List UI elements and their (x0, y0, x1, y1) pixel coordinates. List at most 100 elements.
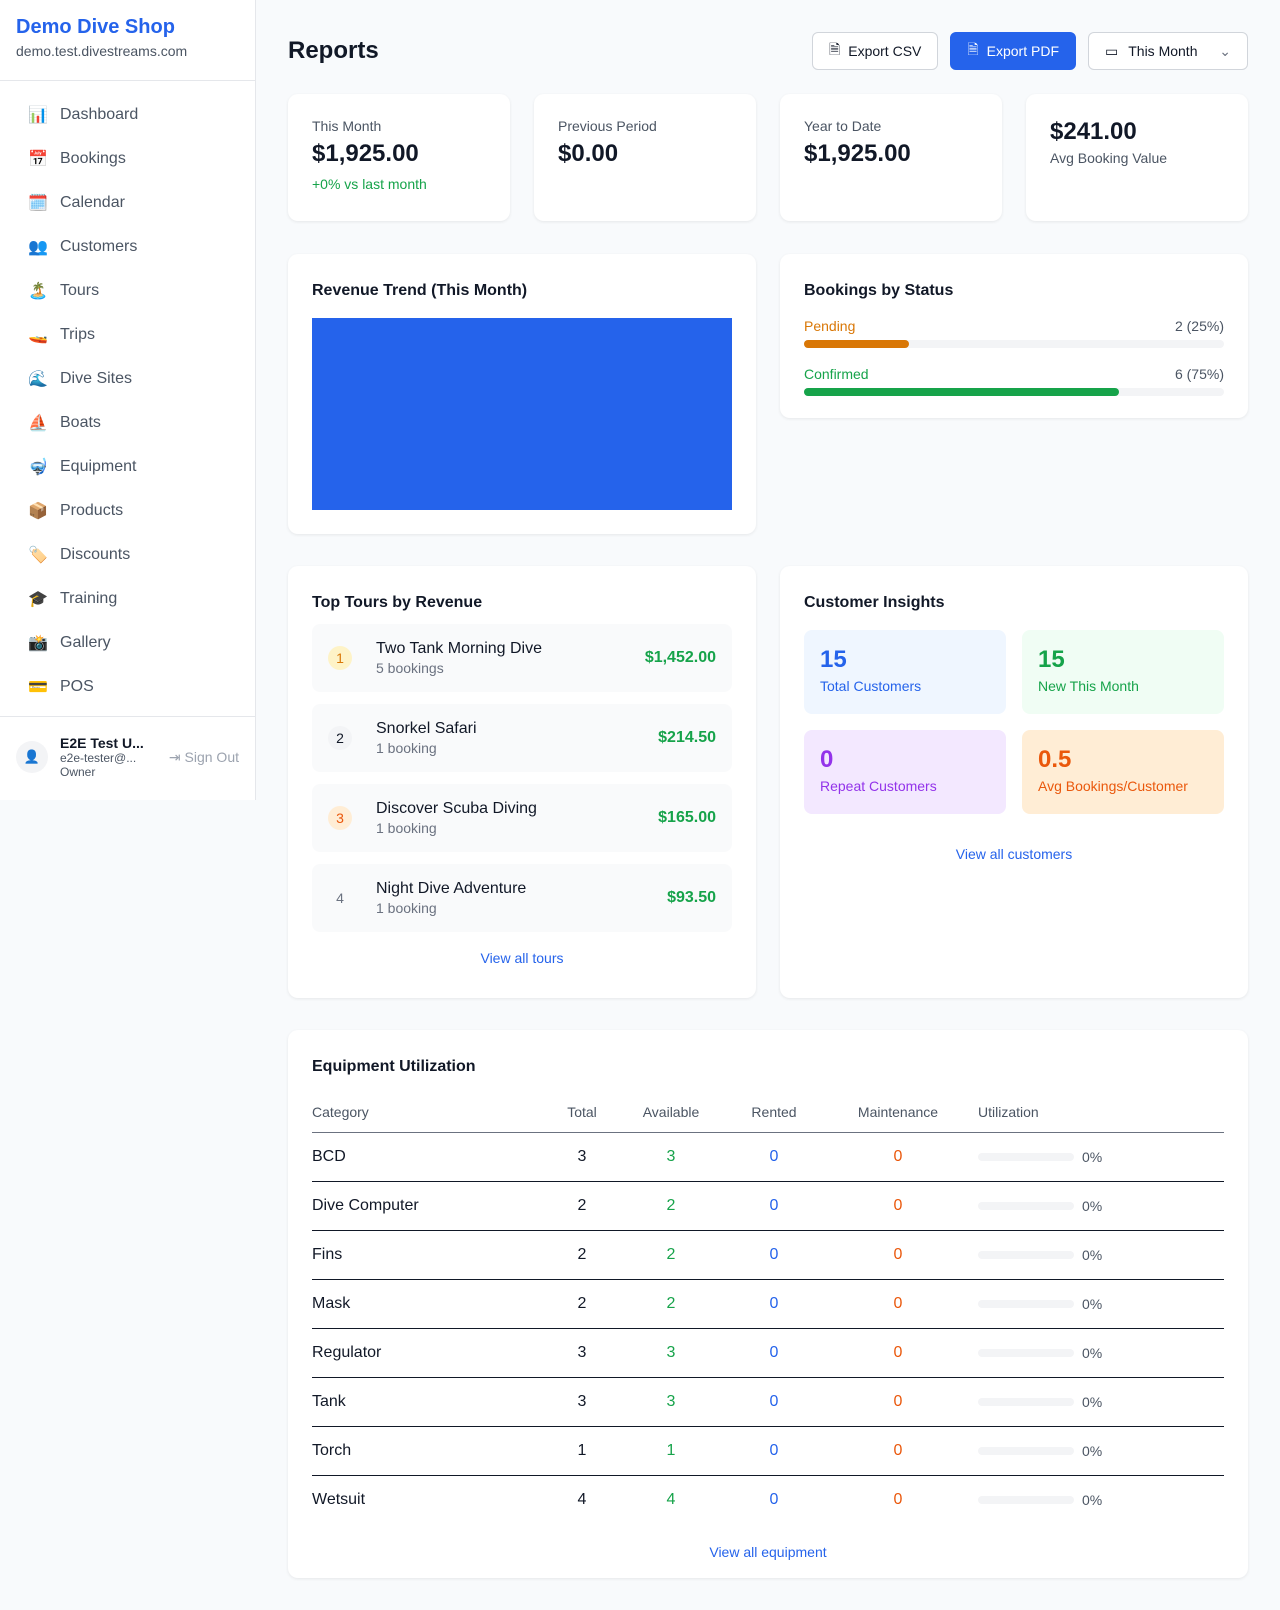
cell-rented: 0 (730, 1132, 818, 1182)
export-pdf-label: Export PDF (986, 43, 1059, 59)
cell-available: 4 (666, 1490, 676, 1508)
cell-total: 2 (552, 1230, 612, 1280)
cell-utilization: 0% (978, 1181, 1224, 1231)
stat-value: $0.00 (558, 140, 619, 167)
sidebar-item-training[interactable]: 🎓 Training (0, 577, 255, 621)
utilization-percent: 0% (1082, 1344, 1103, 1361)
cell-rented: 0 (730, 1426, 818, 1476)
table-row: Dive Computer 2 2 0 0 0% (312, 1181, 1224, 1231)
cell-total: 1 (552, 1426, 612, 1476)
sign-out-button[interactable]: ⇥ Sign Out (169, 749, 239, 766)
cell-category: BCD (312, 1132, 552, 1182)
view-all-customers-link[interactable]: View all customers (955, 846, 1073, 862)
insight-value: 0 (820, 746, 834, 773)
stat-value: $1,925.00 (804, 140, 911, 167)
view-all-equipment-link[interactable]: View all equipment (709, 1544, 827, 1560)
status-progress-fill (804, 388, 1119, 396)
sidebar-item-label: Customers (60, 238, 138, 255)
card-title: Revenue Trend (This Month) (312, 282, 528, 299)
tour-bookings: 1 booking (376, 900, 437, 916)
utilization-bar (978, 1446, 1074, 1455)
cell-utilization: 0% (978, 1230, 1224, 1280)
tour-row[interactable]: 3 Discover Scuba Diving 1 booking $165.00 (312, 784, 732, 852)
calendar-icon: 🗓️ (28, 195, 48, 212)
training-icon: 🎓 (28, 591, 48, 608)
customer-insights-card: Customer Insights 15 Total Customers 15 New… (780, 566, 1248, 998)
export-pdf-button[interactable]: 🗎 Export PDF (950, 32, 1076, 70)
insight-label: Repeat Customers (820, 778, 937, 794)
period-label: This Month (1128, 43, 1198, 59)
sidebar-item-label: Dashboard (60, 106, 139, 123)
card-title: Customer Insights (804, 594, 945, 611)
sidebar-item-label: Tours (60, 282, 100, 299)
rank-badge: 2 (328, 726, 352, 750)
cell-maintenance: 0 (818, 1181, 978, 1231)
cell-total: 3 (552, 1132, 612, 1182)
column-header: Utilization (978, 1092, 1224, 1133)
sidebar-item-equipment[interactable]: 🤿 Equipment (0, 445, 255, 489)
insight-label: New This Month (1038, 678, 1139, 694)
sidebar-item-tours[interactable]: 🏝️ Tours (0, 269, 255, 313)
cell-category: Torch (312, 1426, 552, 1476)
cell-total: 3 (552, 1328, 612, 1378)
customers-icon: 👥 (28, 239, 48, 256)
card-title: Top Tours by Revenue (312, 594, 483, 611)
sidebar-item-trips[interactable]: 🚤 Trips (0, 313, 255, 357)
period-select[interactable]: ▭ This Month ⌄ (1088, 32, 1248, 70)
insight-label: Total Customers (820, 678, 922, 694)
stat-delta: +0% vs last month (312, 176, 427, 192)
cell-rented: 0 (730, 1377, 818, 1427)
tour-row[interactable]: 1 Two Tank Morning Dive 5 bookings $1,452.0… (312, 624, 732, 692)
cell-maintenance: 0 (818, 1279, 978, 1329)
revenue-trend-card: Revenue Trend (This Month) (288, 254, 756, 534)
cell-category: Wetsuit (312, 1490, 366, 1508)
sidebar-item-dashboard[interactable]: 📊 Dashboard (0, 93, 255, 137)
dive-sites-icon: 🌊 (28, 371, 48, 388)
rank-badge: 4 (336, 890, 344, 906)
status-label: Confirmed (804, 366, 869, 382)
view-all-tours-link[interactable]: View all tours (480, 950, 564, 966)
equipment-utilization-card: Equipment Utilization Category Total Avail… (288, 1030, 1248, 1578)
cell-total: 3 (552, 1377, 612, 1427)
cell-utilization: 0% (978, 1426, 1224, 1476)
cell-maintenance: 0 (818, 1132, 978, 1182)
cell-rented: 0 (730, 1230, 818, 1280)
sidebar-item-dive-sites[interactable]: 🌊 Dive Sites (0, 357, 255, 401)
stat-label: Previous Period (558, 118, 657, 134)
cell-utilization: 0% (978, 1328, 1224, 1378)
cell-available: 3 (612, 1132, 730, 1182)
sidebar-item-pos[interactable]: 💳 POS (0, 665, 255, 709)
tour-revenue: $1,452.00 (644, 649, 716, 666)
cell-utilization: 0% (978, 1475, 1224, 1524)
sidebar-item-boats[interactable]: ⛵ Boats (0, 401, 255, 445)
utilization-percent: 0% (1082, 1197, 1103, 1214)
sign-out-icon: ⇥ (168, 748, 185, 765)
tour-row[interactable]: 4 Night Dive Adventure 1 booking $93.50 (312, 864, 732, 932)
column-header: Maintenance (818, 1092, 978, 1133)
cell-utilization: 0% (978, 1132, 1224, 1182)
sidebar-item-calendar[interactable]: 🗓️ Calendar (0, 181, 255, 225)
cell-category: Regulator (312, 1328, 552, 1378)
tour-revenue: $214.50 (658, 729, 716, 746)
tour-revenue: $93.50 (667, 889, 716, 906)
table-row: Torch 1 1 0 0 0% (312, 1426, 1224, 1476)
stat-label: Avg Booking Value (1050, 150, 1168, 166)
sidebar-item-gallery[interactable]: 📸 Gallery (0, 621, 255, 665)
user-panel: 👤 E2E Test U... e2e-tester@... Owner ⇥ S… (0, 716, 255, 797)
shop-name[interactable]: Demo Dive Shop (16, 16, 175, 38)
cell-category: Tank (312, 1377, 552, 1427)
cell-available: 1 (612, 1426, 730, 1476)
cell-utilization: 0% (978, 1377, 1224, 1427)
tour-row[interactable]: 2 Snorkel Safari 1 booking $214.50 (312, 704, 732, 772)
sidebar-item-products[interactable]: 📦 Products (0, 489, 255, 533)
export-csv-button[interactable]: 🗎 Export CSV (811, 32, 939, 70)
shop-domain: demo.test.divestreams.com (16, 43, 188, 59)
sidebar-item-label: Equipment (60, 458, 137, 475)
user-icon: 👤 (16, 741, 48, 773)
sidebar-item-bookings[interactable]: 📅 Bookings (0, 137, 255, 181)
sidebar-item-discounts[interactable]: 🏷️ Discounts (0, 533, 255, 577)
page-title: Reports (288, 37, 379, 64)
utilization-bar (978, 1152, 1074, 1161)
utilization-bar (978, 1348, 1074, 1357)
sidebar-item-customers[interactable]: 👥 Customers (0, 225, 255, 269)
